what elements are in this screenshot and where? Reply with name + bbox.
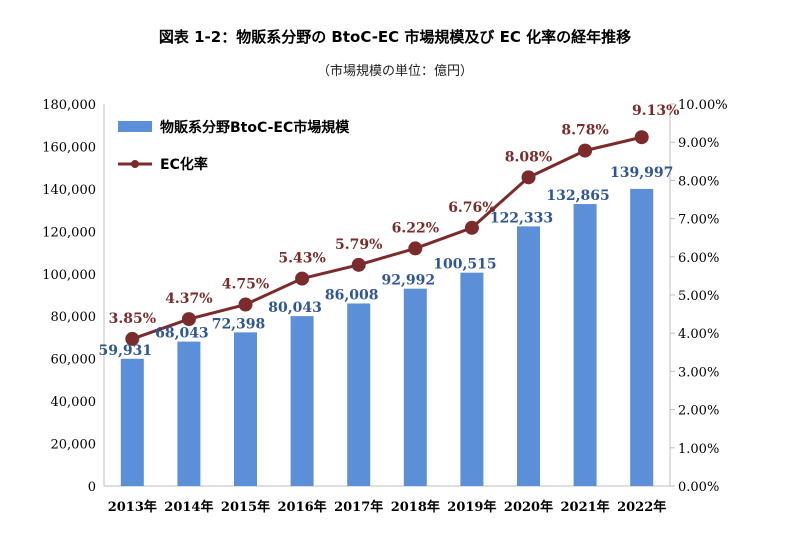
rate-value-label: 6.22% <box>392 220 439 236</box>
rate-value-label: 6.76% <box>448 200 495 216</box>
y-left-tick-label: 20,000 <box>51 438 97 453</box>
y-left-tick-label: 40,000 <box>51 395 97 410</box>
y-right-tick-label: 3.00% <box>678 365 719 380</box>
rate-point <box>238 297 253 312</box>
y-right-tick-label: 9.00% <box>678 136 719 151</box>
x-tick-label: 2020年 <box>504 499 553 515</box>
bar-value-label: 80,043 <box>268 300 322 316</box>
rate-point <box>295 271 310 286</box>
rate-value-label: 5.43% <box>278 251 325 267</box>
legend-line-marker <box>131 160 139 168</box>
y-right-tick-label: 2.00% <box>678 404 719 419</box>
rate-line-group <box>125 130 649 346</box>
rate-point <box>408 241 423 256</box>
data-labels-group: 59,93168,04372,39880,04386,00892,992100,… <box>99 103 680 359</box>
bars-group <box>120 188 654 486</box>
rate-value-label: 8.78% <box>561 123 608 139</box>
y-left-tick-label: 120,000 <box>42 225 96 240</box>
rate-value-label: 4.75% <box>222 277 269 293</box>
y-left-tick-label: 160,000 <box>42 140 96 155</box>
x-tick-label: 2022年 <box>617 499 666 515</box>
bar-value-label: 139,997 <box>610 165 673 181</box>
rate-point <box>351 257 366 272</box>
x-tick-label: 2016年 <box>278 499 327 515</box>
bar <box>630 188 654 486</box>
bar <box>177 341 201 486</box>
rate-value-label: 3.85% <box>109 311 156 327</box>
x-tick-label: 2013年 <box>108 499 157 515</box>
axes-group: 0 20,000 40,000 60,000 80,000 100,000 120,000 1… <box>42 98 727 515</box>
y-right-tick-label: 5.00% <box>678 289 719 304</box>
y-left-tick-label: 180,000 <box>42 98 96 113</box>
bar <box>460 272 484 486</box>
y-right-tick-label: 7.00% <box>678 213 719 228</box>
bar-value-label: 92,992 <box>382 273 436 289</box>
rate-point <box>521 170 536 185</box>
rate-point <box>578 143 593 158</box>
y-left-tick-label: 140,000 <box>42 183 96 198</box>
y-right-tick-label: 8.00% <box>678 174 719 189</box>
bar-value-label: 122,333 <box>490 210 553 226</box>
bar <box>347 303 371 486</box>
x-tick-label: 2015年 <box>221 499 270 515</box>
x-tick-label: 2021年 <box>561 499 610 515</box>
rate-value-label: 9.13% <box>632 103 679 119</box>
chart-subtitle: （市場規模の単位：億円） <box>316 64 473 79</box>
y-left-tick-label: 80,000 <box>51 310 97 325</box>
legend: 物販系分野BtoC-EC市場規模 EC化率 <box>118 119 350 173</box>
y-left-tick-label: 0 <box>88 480 96 495</box>
bar-value-label: 100,515 <box>433 257 496 273</box>
bar <box>290 316 314 486</box>
rate-series-line <box>131 135 643 341</box>
x-tick-label: 2014年 <box>164 499 213 515</box>
rate-value-label: 4.37% <box>165 291 212 307</box>
bar-value-label: 59,931 <box>99 343 153 359</box>
rate-point <box>634 130 649 145</box>
y-left-tick-label: 100,000 <box>42 268 96 283</box>
rate-point <box>125 331 140 346</box>
bar <box>403 288 427 486</box>
chart-title: 図表 1-2：物販系分野の BtoC-EC 市場規模及び EC 化率の経年推移 <box>158 28 632 46</box>
y-right-tick-label: 10.00% <box>678 98 728 113</box>
rate-point <box>464 220 479 235</box>
x-tick-label: 2017年 <box>334 499 383 515</box>
bar-value-label: 132,865 <box>546 188 609 204</box>
x-tick-label: 2018年 <box>391 499 440 515</box>
rate-value-label: 5.79% <box>335 237 382 253</box>
legend-line-label: EC化率 <box>160 156 208 173</box>
rate-value-label: 8.08% <box>505 149 552 165</box>
bar <box>573 204 597 486</box>
y-right-tick-label: 0.00% <box>678 480 719 495</box>
rate-point <box>181 312 196 327</box>
legend-bar-swatch <box>118 121 152 132</box>
bar <box>120 358 144 486</box>
y-right-tick-label: 6.00% <box>678 251 719 266</box>
legend-bar-label: 物販系分野BtoC-EC市場規模 <box>160 119 350 136</box>
y-right-tick-label: 4.00% <box>678 327 719 342</box>
bar <box>517 226 540 486</box>
bar-value-label: 68,043 <box>155 326 209 342</box>
bar-value-label: 86,008 <box>325 287 379 303</box>
y-left-tick-label: 60,000 <box>51 353 97 368</box>
bar <box>234 332 257 486</box>
y-right-tick-label: 1.00% <box>678 442 719 457</box>
bar-value-label: 72,398 <box>212 316 266 332</box>
x-tick-label: 2019年 <box>447 499 496 515</box>
